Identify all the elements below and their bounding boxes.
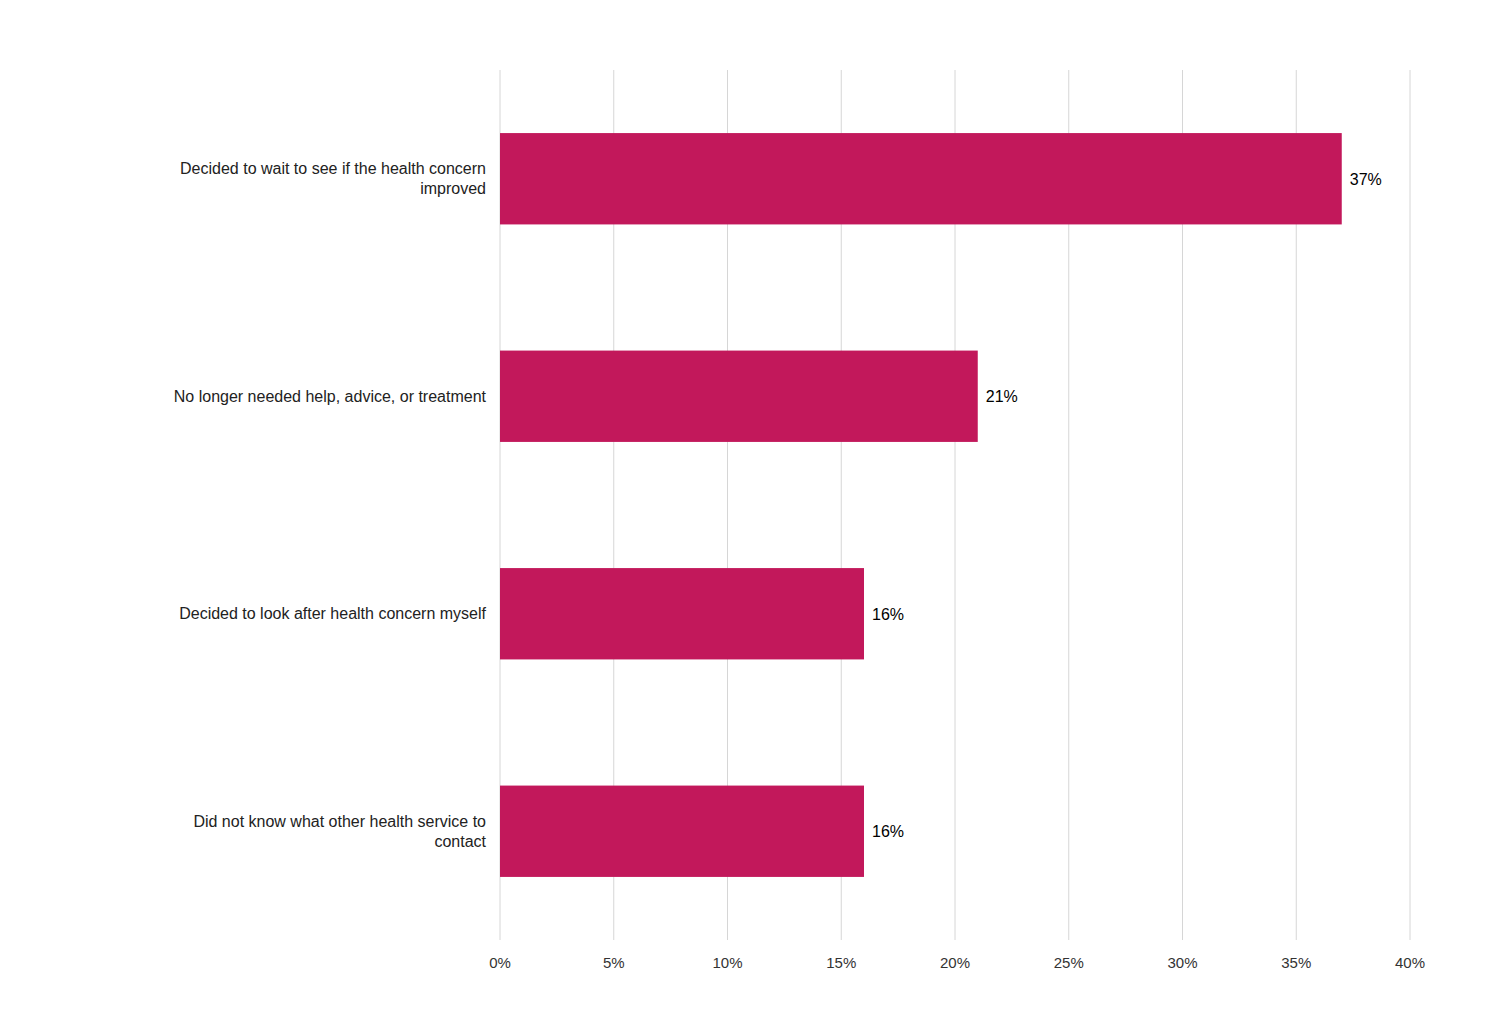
bar (500, 133, 1342, 224)
data-label: 16% (872, 823, 904, 840)
tick-label: 25% (1054, 954, 1084, 971)
tick-label: 0% (489, 954, 511, 971)
bar (500, 568, 864, 659)
tick-label: 5% (603, 954, 625, 971)
tick-label: 10% (712, 954, 742, 971)
category-label: No longer needed help, advice, or treatm… (174, 388, 487, 405)
tick-label: 35% (1281, 954, 1311, 971)
grid (500, 70, 1410, 940)
tick-label: 15% (826, 954, 856, 971)
data-label: 16% (872, 606, 904, 623)
category-label: Decided to look after health concern mys… (179, 605, 486, 622)
tick-label: 30% (1167, 954, 1197, 971)
data-labels: 16% 16% 21% 37% (872, 171, 1382, 841)
tick-label: 40% (1395, 954, 1425, 971)
data-label: 37% (1350, 171, 1382, 188)
grid-line (1410, 70, 1411, 940)
category-label-line: improved (420, 180, 486, 197)
category-label-line: Decided to wait to see if the health con… (180, 160, 486, 177)
category-labels: Did not know what other health service t… (174, 160, 487, 850)
bar (500, 351, 978, 442)
chart-svg: 0% 5% 10% 15% 20% 25% 30% 35% 40% Did not know wh… (0, 0, 1510, 1028)
data-label: 21% (986, 388, 1018, 405)
category-label: Decided to wait to see if the health con… (180, 160, 486, 197)
category-label-line: contact (434, 833, 486, 850)
tick-label: 20% (940, 954, 970, 971)
category-label-line: No longer needed help, advice, or treatm… (174, 388, 487, 405)
category-label-line: Did not know what other health service t… (193, 813, 486, 830)
tick-labels: 0% 5% 10% 15% 20% 25% 30% 35% 40% (489, 954, 1425, 971)
bar (500, 786, 864, 877)
bars (500, 133, 1342, 877)
category-label-line: Decided to look after health concern mys… (179, 605, 486, 622)
chart-container: 0% 5% 10% 15% 20% 25% 30% 35% 40% Did not know wh… (0, 0, 1510, 1028)
category-label: Did not know what other health service t… (193, 813, 486, 850)
background (0, 0, 1510, 1028)
